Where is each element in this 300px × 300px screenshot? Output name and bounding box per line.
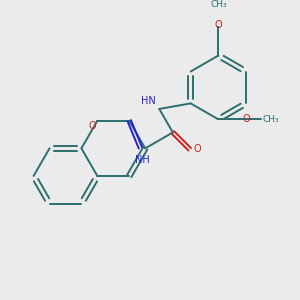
Text: O: O [242,114,250,124]
Text: O: O [194,144,201,154]
Text: O: O [89,122,96,131]
Text: O: O [214,20,222,30]
Text: HN: HN [141,96,156,106]
Text: CH₃: CH₃ [263,115,280,124]
Text: CH₃: CH₃ [210,0,226,9]
Text: NH: NH [135,155,149,165]
